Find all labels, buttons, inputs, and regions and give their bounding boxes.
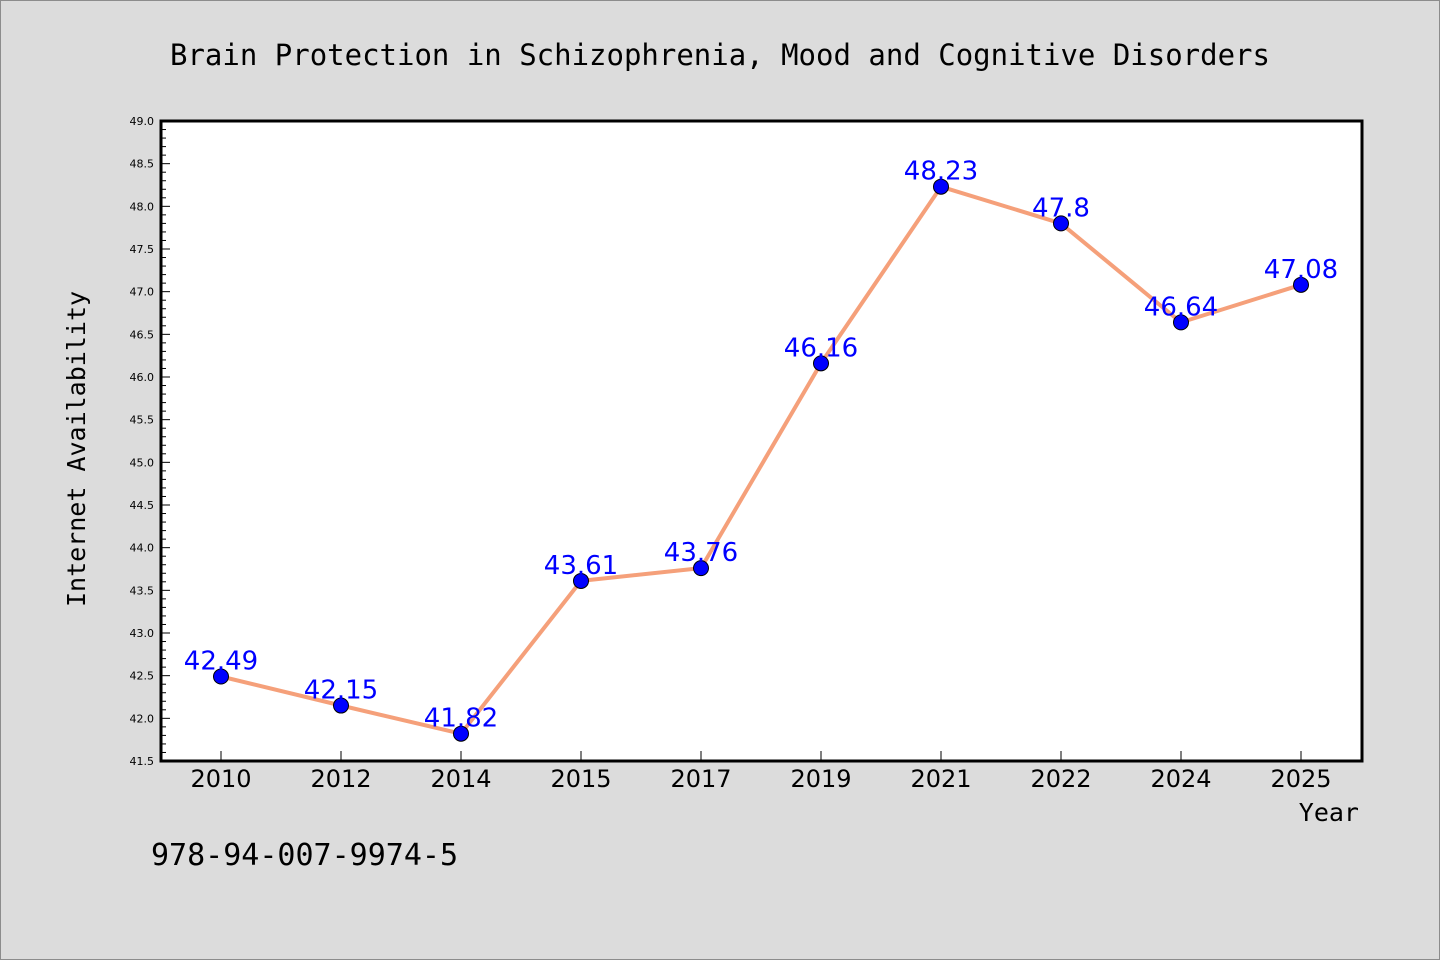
y-tick-label: 43.0: [130, 627, 155, 640]
data-point: [573, 572, 589, 589]
y-tick-label: 42.5: [130, 670, 155, 683]
series-line: [220, 184, 1302, 736]
data-point: [1173, 314, 1189, 331]
isbn-text: 978-94-007-9974-5: [151, 838, 458, 873]
series-layer: 42.49 42.15 41.82 43.61 43.76 46.16 48.23 47.8 4…: [184, 157, 1338, 742]
y-axis: 41.5 42.0 42.5 43.0 43.5 44.0 44.5 45.0 45.5 46.0…: [130, 115, 170, 768]
data-point: [1293, 276, 1309, 293]
data-point: [333, 697, 349, 714]
y-tick-label: 47.5: [130, 243, 155, 256]
x-tick-label: 2025: [1270, 765, 1331, 793]
data-point: [933, 178, 949, 195]
data-label: 46.16: [784, 333, 858, 363]
data-point: [1053, 215, 1069, 232]
y-tick-label: 45.5: [130, 414, 155, 427]
data-label: 42.15: [304, 676, 378, 706]
y-tick-label: 44.0: [130, 542, 155, 555]
x-tick-label: 2021: [910, 765, 971, 793]
data-label: 42.49: [184, 647, 258, 677]
y-tick-label: 43.5: [130, 584, 155, 597]
data-label: 41.82: [424, 704, 498, 734]
data-label: 47.08: [1264, 255, 1338, 285]
chart-title: Brain Protection in Schizophrenia, Mood …: [170, 38, 1270, 72]
data-point: [453, 725, 469, 742]
y-tick-label: 45.0: [130, 456, 155, 469]
x-axis: 2010 2012 2014 2015 2017 2019 2021 2022 2024 2025: [190, 751, 1332, 793]
x-tick-label: 2024: [1150, 765, 1211, 793]
x-tick-label: 2019: [790, 765, 851, 793]
x-tick-label: 2015: [550, 765, 611, 793]
x-tick-label: 2012: [310, 765, 371, 793]
data-label: 48.23: [904, 157, 978, 187]
y-tick-label: 46.5: [130, 328, 155, 341]
y-tick-label: 41.5: [130, 755, 155, 768]
x-tick-label: 2017: [670, 765, 731, 793]
data-point: [213, 668, 229, 685]
y-tick-label: 46.0: [130, 371, 155, 384]
x-tick-label: 2010: [190, 765, 251, 793]
y-tick-label: 42.0: [130, 712, 155, 725]
y-tick-label: 44.5: [130, 499, 155, 512]
data-point: [813, 355, 829, 372]
x-tick-label: 2014: [430, 765, 491, 793]
y-tick-label: 47.0: [130, 286, 155, 299]
y-tick-label: 49.0: [130, 115, 155, 128]
data-label: 43.76: [664, 538, 738, 568]
plot-area: [159, 119, 1364, 763]
data-point: [693, 560, 709, 577]
y-axis-label: Internet Availability: [62, 291, 91, 607]
x-tick-label: 2022: [1030, 765, 1091, 793]
data-label: 46.64: [1144, 292, 1218, 322]
data-label: 47.8: [1032, 193, 1090, 223]
y-tick-label: 48.5: [130, 158, 155, 171]
y-tick-label: 48.0: [130, 200, 155, 213]
data-label: 43.61: [544, 551, 618, 581]
x-axis-label: Year: [1299, 798, 1359, 827]
